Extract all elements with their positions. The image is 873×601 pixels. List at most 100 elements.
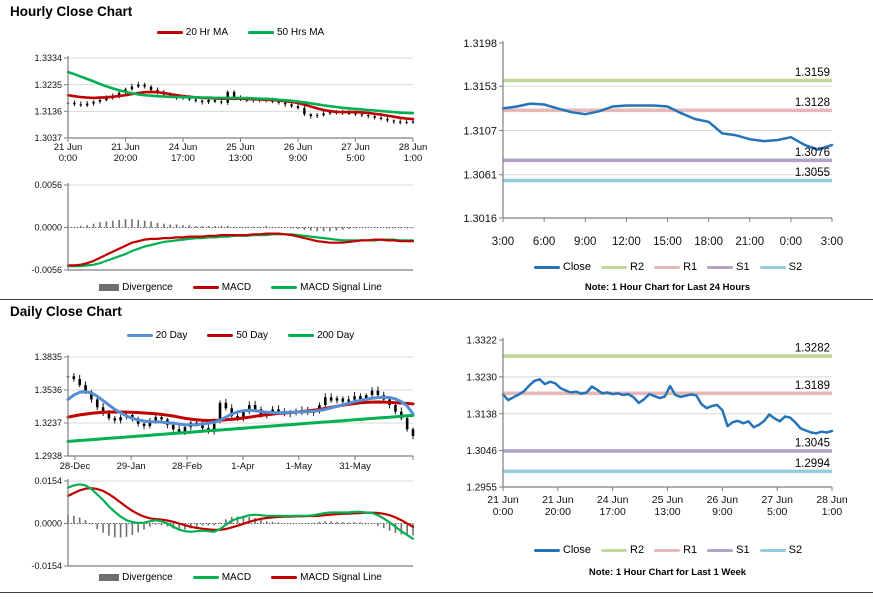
- divergence-bar: [92, 223, 95, 228]
- legend-label: MACD Signal Line: [300, 571, 382, 583]
- x-tick-label: 24 Jun: [169, 142, 198, 153]
- divergence-bar: [137, 219, 140, 228]
- divergence-bar: [78, 517, 81, 524]
- legend-item: 50 Hrs MA: [248, 27, 324, 38]
- legend-label: Close: [562, 544, 592, 556]
- legend-item: MACD Signal Line: [271, 282, 382, 293]
- legend-item: R1: [654, 544, 697, 556]
- level-label-r1: 1.3128: [795, 97, 830, 109]
- divergence-bar: [99, 222, 101, 228]
- x-tick-label: 5:00: [346, 153, 365, 164]
- y-tick-label: 1.3153: [463, 81, 497, 93]
- legend-label: 20 Day: [155, 329, 188, 341]
- candle-body: [347, 399, 350, 402]
- divergence-bar: [348, 227, 350, 230]
- legend-item: MACD Signal Line: [271, 572, 382, 583]
- divergence-bar: [265, 225, 267, 228]
- legend-swatch-s2: [759, 548, 786, 552]
- y-tick-label: 1.3061: [463, 170, 497, 182]
- bottom-divider: [0, 592, 873, 593]
- candle-body: [73, 102, 76, 105]
- divergence-bar: [341, 227, 344, 230]
- legend-swatch-divergence: [99, 573, 120, 581]
- legend-item: Close: [533, 544, 592, 556]
- divergence-bar: [306, 523, 309, 524]
- candle-body: [84, 385, 87, 392]
- x-tick-label: 1-Apr: [231, 461, 254, 472]
- candle-body: [379, 117, 383, 119]
- divergence-bar: [105, 221, 108, 228]
- divergence-bar: [239, 226, 242, 228]
- divergence-bar: [353, 522, 356, 524]
- candle-body: [315, 115, 319, 117]
- 20-day-line: [66, 390, 415, 427]
- legend-label: R2: [630, 544, 645, 556]
- divergence-bar: [182, 225, 184, 228]
- hourly-pivot-chart: 1.3198 1.3153 1.3107 1.3061 1.3016 3:00 6:00 9:…: [463, 38, 843, 248]
- legend-item: 20 Hr MA: [156, 27, 228, 38]
- divergence-bar: [188, 225, 191, 228]
- legend-label: S1: [736, 261, 750, 273]
- y-tick-label: 1.3138: [466, 409, 497, 420]
- divergence-bar: [102, 523, 104, 533]
- x-tick-label: 18:00: [694, 236, 723, 248]
- y-tick-label: 1.2955: [466, 483, 497, 494]
- hourly-pivot-legend: Close R2 R1 S1 S2: [498, 258, 838, 276]
- daily-macd-legend: Divergence MACD MACD Signal Line: [68, 569, 413, 585]
- legend-label: MACD Signal Line: [300, 281, 382, 293]
- candle-body: [373, 116, 376, 118]
- divergence-bar: [131, 523, 134, 535]
- divergence-bar: [163, 223, 165, 228]
- daily-section-title: Daily Close Chart: [10, 304, 122, 319]
- x-tick-label: 12:00: [612, 236, 641, 248]
- candle-body: [137, 84, 140, 87]
- divergence-bar: [149, 523, 151, 527]
- legend-label: S2: [788, 261, 803, 273]
- x-tick-label: 28 Jun: [816, 494, 848, 506]
- divergence-bar: [324, 521, 327, 524]
- divergence-bar: [394, 523, 397, 533]
- x-tick-label: 21 Jun: [111, 142, 140, 153]
- candle-body: [101, 407, 105, 414]
- legend-item: 200 Day: [288, 330, 354, 341]
- divergence-bar: [119, 523, 122, 538]
- close-line: [501, 102, 834, 151]
- divergence-bar: [388, 523, 391, 531]
- x-tick-label: 28-Dec: [60, 461, 91, 472]
- legend-swatch-s1: [707, 548, 734, 552]
- divergence-bar: [137, 523, 139, 533]
- divergence-bar: [213, 523, 215, 526]
- weekly-pivot-note: Note: 1 Hour Chart for Last 1 Week: [588, 567, 747, 578]
- legend-swatch-close: [533, 265, 560, 269]
- divergence-bar: [214, 225, 216, 228]
- candle-body: [224, 402, 228, 409]
- candle-body: [143, 84, 146, 87]
- legend-item: S1: [707, 261, 750, 273]
- candle-body: [360, 114, 364, 116]
- x-tick-label: 21:00: [735, 236, 764, 248]
- candle-body: [405, 418, 409, 430]
- y-tick-label: -0.0056: [31, 265, 62, 275]
- divergence-bar: [113, 523, 116, 538]
- divergence-bar: [252, 226, 255, 228]
- candle-body: [376, 390, 380, 396]
- divergence-bar: [258, 226, 261, 228]
- candle-body: [329, 397, 333, 401]
- candle-body: [253, 405, 257, 410]
- level-label-r2: 1.3159: [795, 67, 830, 79]
- candle-body: [119, 417, 122, 421]
- level-label-s2: 1.2994: [795, 458, 831, 470]
- candle-body: [230, 408, 234, 417]
- divergence-bar: [242, 516, 245, 524]
- legend-label: Divergence: [122, 281, 173, 293]
- candle-body: [271, 100, 274, 102]
- candle-body: [284, 102, 287, 105]
- divergence-bar: [131, 219, 133, 228]
- 50-day-line: [66, 400, 415, 422]
- divergence-bar: [359, 522, 362, 524]
- legend-item: R2: [601, 544, 644, 556]
- candle-body: [220, 101, 223, 103]
- divergence-bar: [380, 227, 382, 228]
- candle-body: [242, 411, 245, 419]
